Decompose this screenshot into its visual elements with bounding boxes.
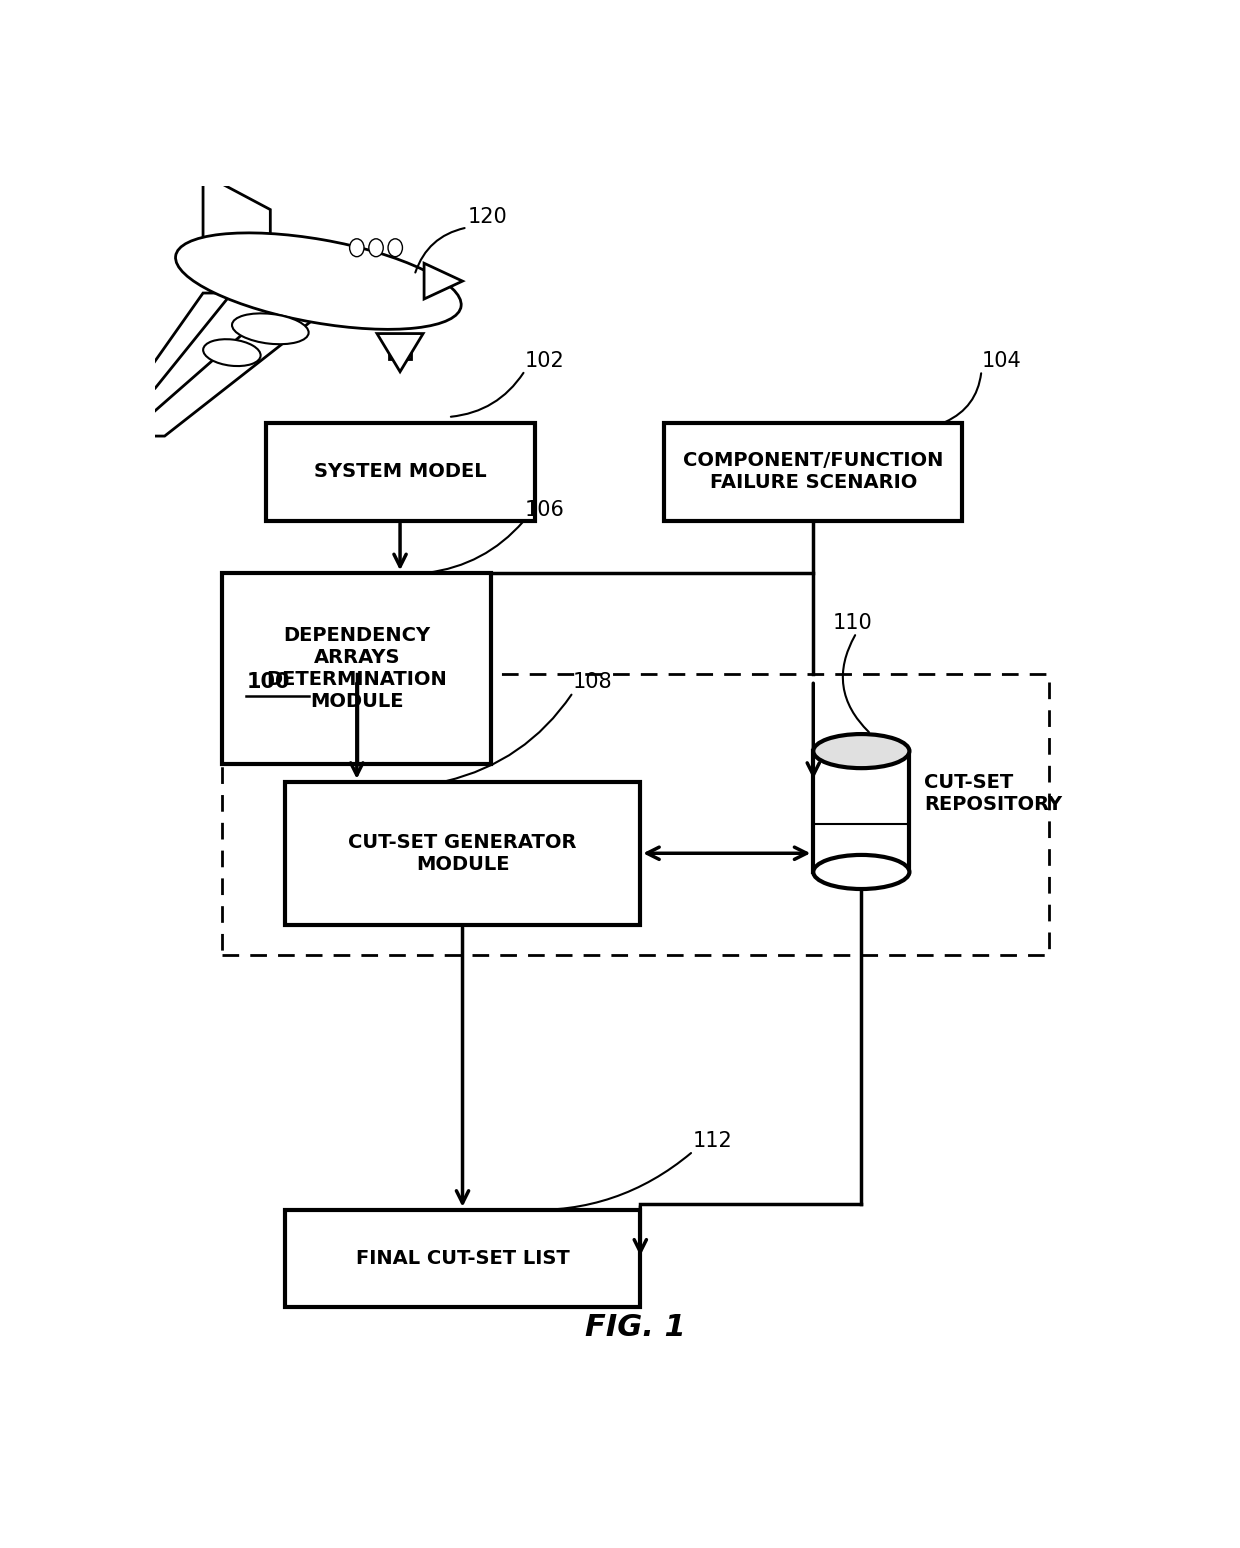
Text: 104: 104 [982,350,1022,370]
FancyBboxPatch shape [285,782,640,924]
Ellipse shape [176,232,461,330]
Text: COMPONENT/FUNCTION
FAILURE SCENARIO: COMPONENT/FUNCTION FAILURE SCENARIO [683,452,944,492]
FancyArrowPatch shape [427,522,523,573]
Polygon shape [424,263,463,299]
Ellipse shape [368,238,383,257]
FancyArrowPatch shape [446,695,572,782]
Text: FINAL CUT-SET LIST: FINAL CUT-SET LIST [356,1249,569,1268]
FancyBboxPatch shape [222,573,491,763]
FancyBboxPatch shape [813,751,909,872]
FancyBboxPatch shape [265,423,534,520]
FancyArrowPatch shape [843,635,869,732]
FancyBboxPatch shape [285,1209,640,1308]
Text: 108: 108 [573,672,613,692]
Text: CUT-SET GENERATOR
MODULE: CUT-SET GENERATOR MODULE [348,833,577,873]
Ellipse shape [813,734,909,768]
Polygon shape [203,173,270,282]
Ellipse shape [350,238,365,257]
Ellipse shape [203,339,260,365]
Text: 100: 100 [247,672,290,692]
FancyBboxPatch shape [665,423,962,520]
Text: 112: 112 [693,1132,733,1152]
Text: FIG. 1: FIG. 1 [585,1313,686,1342]
Text: 110: 110 [832,613,872,633]
FancyArrowPatch shape [451,373,523,416]
Polygon shape [136,293,232,389]
FancyArrowPatch shape [415,228,465,272]
Ellipse shape [232,313,309,344]
Text: DEPENDENCY
ARRAYS
DETERMINATION
MODULE: DEPENDENCY ARRAYS DETERMINATION MODULE [267,625,448,711]
Text: 120: 120 [467,207,507,228]
FancyArrowPatch shape [523,1153,691,1211]
Text: 106: 106 [525,500,565,520]
Polygon shape [377,333,423,372]
FancyArrowPatch shape [946,373,981,423]
Text: CUT-SET
REPOSITORY: CUT-SET REPOSITORY [924,772,1061,814]
Text: 102: 102 [525,350,564,370]
Text: SYSTEM MODEL: SYSTEM MODEL [314,463,486,481]
Polygon shape [126,293,347,437]
Polygon shape [389,333,410,359]
Ellipse shape [388,238,403,257]
Ellipse shape [813,854,909,889]
